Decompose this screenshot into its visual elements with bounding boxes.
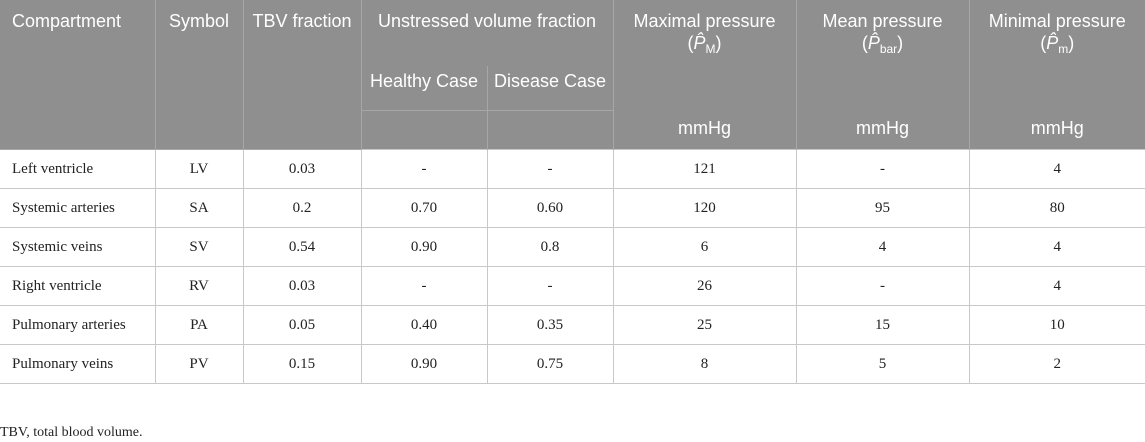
table-row: Pulmonary arteries PA 0.05 0.40 0.35 25 15 10 [0, 305, 1145, 345]
header-unstressed-volume-fraction: Unstressed volume fraction [360, 0, 613, 66]
cell-mean-pressure: 5 [795, 344, 969, 384]
cell-mean-pressure: 15 [795, 305, 969, 345]
cell-tbv-fraction: 0.2 [242, 188, 361, 228]
cell-symbol: PV [154, 344, 243, 384]
cell-symbol: SV [154, 227, 243, 267]
header-maximal-unit: mmHg [678, 118, 731, 138]
cell-symbol: SA [154, 188, 243, 228]
table-row: Systemic arteries SA 0.2 0.70 0.60 120 95 80 [0, 188, 1145, 228]
cell-healthy-case: 0.90 [360, 344, 487, 384]
header-healthy-case: Healthy Case [360, 66, 487, 111]
header-blank-compartment [0, 66, 155, 150]
footnote: TBV, total blood volume. [0, 425, 143, 440]
cell-compartment: Pulmonary veins [0, 344, 155, 384]
cell-disease-case: 0.35 [486, 305, 613, 345]
header-blank-disease [486, 110, 613, 150]
header-symbol: Symbol [154, 0, 243, 66]
cell-maximal-pressure: 25 [612, 305, 796, 345]
cell-disease-case: 0.60 [486, 188, 613, 228]
cell-minimal-pressure: 4 [968, 266, 1145, 306]
cell-compartment: Pulmonary arteries [0, 305, 155, 345]
cell-minimal-pressure: 4 [968, 227, 1145, 267]
cell-maximal-pressure: 121 [612, 149, 796, 189]
header-minimal-unit: mmHg [1030, 118, 1084, 138]
cell-tbv-fraction: 0.05 [242, 305, 361, 345]
cell-mean-pressure: 4 [795, 227, 969, 267]
cell-minimal-pressure: 80 [968, 188, 1145, 228]
cell-maximal-pressure: 8 [612, 344, 796, 384]
header-blank-tbv [242, 66, 361, 150]
header-minimal-pressure: Minimal pressure (P̂m) mmHg [968, 0, 1145, 150]
table-row: Pulmonary veins PV 0.15 0.90 0.75 8 5 2 [0, 344, 1145, 384]
cell-healthy-case: 0.70 [360, 188, 487, 228]
cell-tbv-fraction: 0.03 [242, 149, 361, 189]
header-disease-case: Disease Case [486, 66, 613, 111]
cell-maximal-pressure: 6 [612, 227, 796, 267]
header-maximal-pressure: Maximal pressure (P̂M) mmHg [612, 0, 796, 150]
cell-symbol: PA [154, 305, 243, 345]
table-row: Right ventricle RV 0.03- -26-4 [0, 266, 1145, 306]
cell-mean-pressure: - [795, 266, 969, 306]
cell-healthy-case: 0.90 [360, 227, 487, 267]
cell-minimal-pressure: 4 [968, 149, 1145, 189]
cell-symbol: LV [154, 149, 243, 189]
header-minimal-label: Minimal pressure (P̂m) [988, 11, 1126, 56]
cell-healthy-case: - [360, 149, 487, 189]
table-row: Left ventricle LV 0.03- -121-4 [0, 149, 1145, 189]
cell-mean-pressure: 95 [795, 188, 969, 228]
cell-compartment: Left ventricle [0, 149, 155, 189]
cell-compartment: Right ventricle [0, 266, 155, 306]
cell-healthy-case: - [360, 266, 487, 306]
header-mean-label: Mean pressure (P̂bar) [822, 11, 943, 56]
table-header: Compartment Symbol TBV fraction Unstress… [0, 0, 1145, 150]
table-row: Systemic veins SV 0.54 0.90 0.8 6 4 4 [0, 227, 1145, 267]
cell-compartment: Systemic arteries [0, 188, 155, 228]
cell-maximal-pressure: 120 [612, 188, 796, 228]
cell-symbol: RV [154, 266, 243, 306]
cell-minimal-pressure: 10 [968, 305, 1145, 345]
header-tbv-fraction: TBV fraction [242, 0, 361, 66]
header-compartment: Compartment [0, 0, 155, 66]
header-maximal-label: Maximal pressure (P̂M) [633, 11, 776, 56]
cell-tbv-fraction: 0.03 [242, 266, 361, 306]
cell-healthy-case: 0.40 [360, 305, 487, 345]
cell-maximal-pressure: 26 [612, 266, 796, 306]
cell-compartment: Systemic veins [0, 227, 155, 267]
cell-tbv-fraction: 0.15 [242, 344, 361, 384]
table-body: Left ventricle LV 0.03- -121-4 Systemic arte… [0, 149, 1145, 384]
header-mean-pressure: Mean pressure (P̂bar) mmHg [795, 0, 969, 150]
cell-disease-case: 0.75 [486, 344, 613, 384]
cell-disease-case: 0.8 [486, 227, 613, 267]
header-blank-symbol [154, 66, 243, 150]
cell-tbv-fraction: 0.54 [242, 227, 361, 267]
cell-disease-case: - [486, 149, 613, 189]
cell-minimal-pressure: 2 [968, 344, 1145, 384]
cell-mean-pressure: - [795, 149, 969, 189]
cell-disease-case: - [486, 266, 613, 306]
header-mean-unit: mmHg [856, 118, 909, 138]
data-table: Compartment Symbol TBV fraction Unstress… [0, 0, 1145, 384]
header-blank-healthy [360, 110, 487, 150]
